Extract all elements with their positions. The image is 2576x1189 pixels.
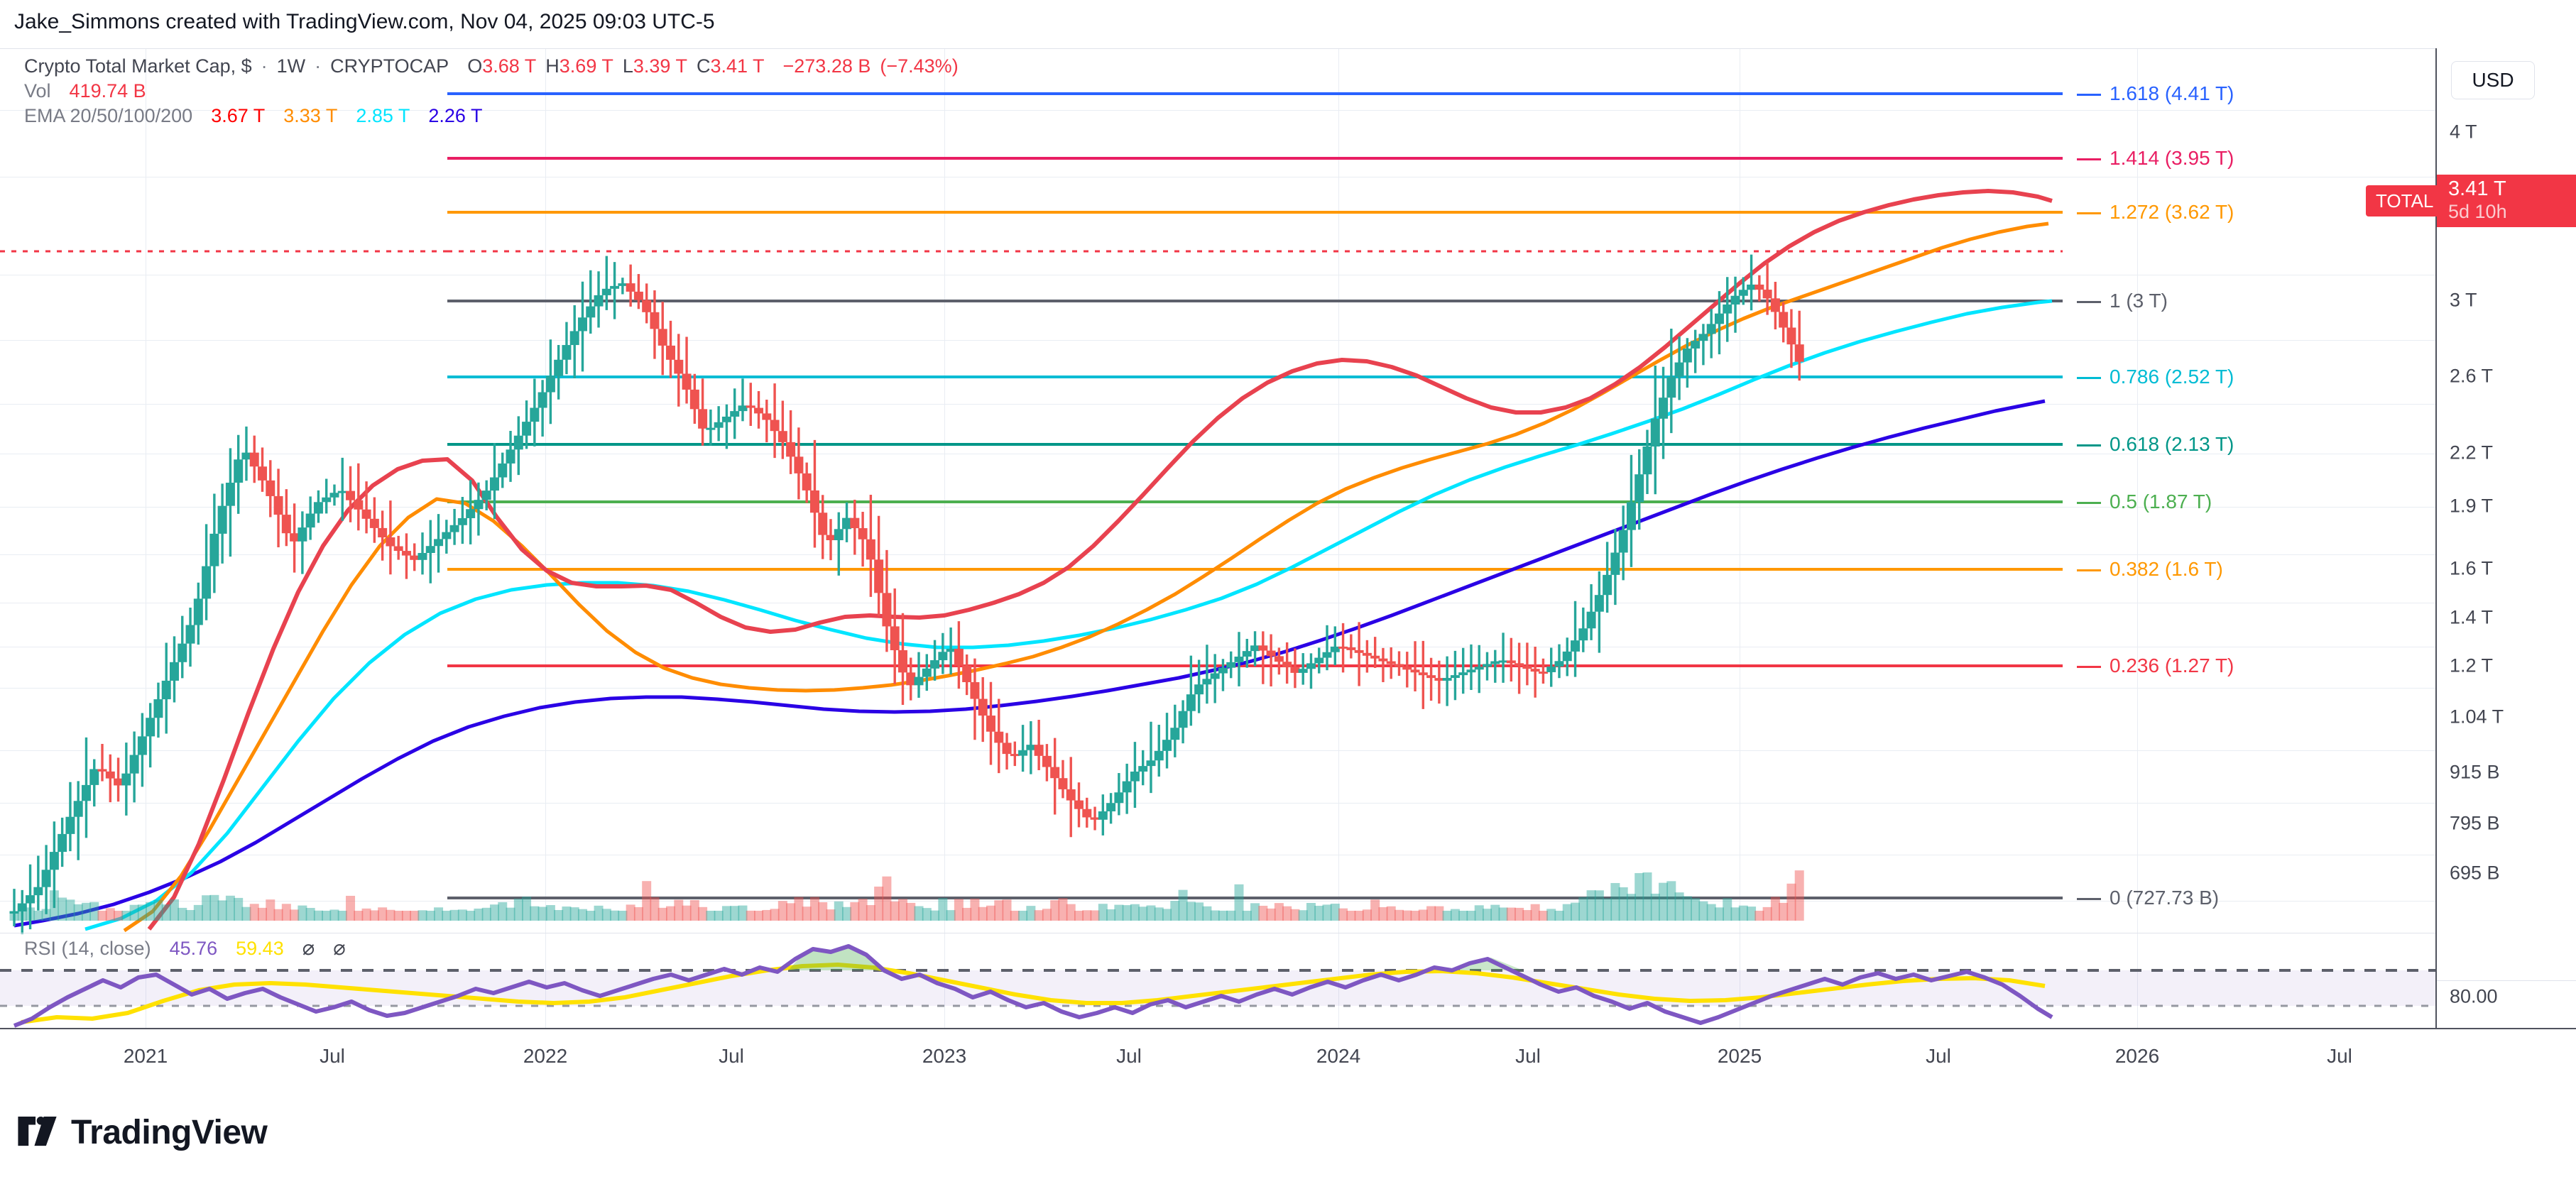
legend-ema50-value: 3.33 T — [283, 105, 338, 126]
price-tick-795b: 795 B — [2450, 812, 2500, 834]
legend-ema20-value: 3.67 T — [211, 105, 266, 126]
fib-label-0382: 0.382 (1.6 T) — [2077, 558, 2223, 581]
time-tick-2023: 2023 — [922, 1045, 967, 1067]
price-tick-695b: 695 B — [2450, 862, 2500, 884]
legend-exchange: CRYPTOCAP — [330, 55, 449, 77]
time-tick-2024: 2024 — [1316, 1045, 1361, 1067]
price-tick-19t: 1.9 T — [2450, 495, 2494, 517]
legend-volume-value: 419.74 B — [69, 80, 146, 102]
price-tick-104t: 1.04 T — [2450, 706, 2504, 728]
fib-label-1618: 1.618 (4.41 T) — [2077, 82, 2234, 105]
tradingview-logo[interactable]: TradingView — [17, 1113, 268, 1152]
time-tick-jul-2: Jul — [719, 1045, 744, 1067]
legend-high-label: H — [545, 55, 560, 77]
rsi-pane[interactable] — [0, 933, 2435, 1029]
price-pane[interactable]: 1.618 (4.41 T) 1.414 (3.95 T) 1.272 (3.6… — [0, 49, 2435, 934]
legend-ema100-value: 2.85 T — [356, 105, 410, 126]
fib-label-0786: 0.786 (2.52 T) — [2077, 366, 2234, 388]
rsi-legend[interactable]: RSI (14, close) 45.76 59.43 ⌀ ⌀ — [24, 936, 346, 960]
tradingview-wordmark: TradingView — [71, 1114, 268, 1151]
legend-symbol-name[interactable]: Crypto Total Market Cap, $ — [24, 55, 252, 77]
legend-close-value: 3.41 T — [710, 55, 765, 77]
legend-ema-label: EMA 20/50/100/200 — [24, 105, 193, 126]
fib-label-0618: 0.618 (2.13 T) — [2077, 433, 2234, 456]
fib-label-1414: 1.414 (3.95 T) — [2077, 147, 2234, 170]
rsi-plot — [0, 944, 2435, 1028]
fib-label-0236: 0.236 (1.27 T) — [2077, 654, 2234, 677]
price-tick-3t: 3 T — [2450, 289, 2477, 311]
time-axis[interactable]: 2021 Jul 2022 Jul 2023 Jul 2024 Jul 2025… — [0, 1028, 2576, 1083]
fib-label-1272: 1.272 (3.62 T) — [2077, 201, 2234, 224]
current-price-value: 3.41 T — [2448, 177, 2506, 200]
price-tick-915b: 915 B — [2450, 761, 2500, 783]
legend-row-volume[interactable]: Vol 419.74 B — [24, 79, 959, 104]
legend-high-value: 3.69 T — [559, 55, 613, 77]
fib-label-0: 0 (727.73 B) — [2077, 887, 2219, 909]
candlestick-series — [9, 254, 1804, 934]
time-tick-2021: 2021 — [123, 1045, 168, 1067]
legend-change-abs: −273.28 B — [782, 55, 871, 77]
attribution-text: Jake_Simmons created with TradingView.co… — [14, 10, 715, 33]
currency-chip[interactable]: USD — [2451, 61, 2535, 99]
time-tick-jul-4: Jul — [1515, 1045, 1541, 1067]
current-price-badge[interactable]: 3.41 T 5d 10h — [2437, 175, 2576, 227]
legend-row-ema[interactable]: EMA 20/50/100/200 3.67 T 3.33 T 2.85 T 2.26 … — [24, 104, 959, 128]
bar-countdown: 5d 10h — [2448, 201, 2507, 222]
legend-low-label: L — [622, 55, 633, 77]
price-tick-22t: 2.2 T — [2450, 442, 2494, 464]
legend-low-value: 3.39 T — [633, 55, 687, 77]
legend-open-label: O — [467, 55, 483, 77]
time-tick-jul-5: Jul — [1926, 1045, 1951, 1067]
time-tick-2025: 2025 — [1717, 1045, 1762, 1067]
time-tick-jul-1: Jul — [320, 1045, 345, 1067]
legend-sep-2: · — [315, 55, 322, 77]
rsi-legend-label: RSI (14, close) — [24, 938, 151, 959]
fib-label-1: 1 (3 T) — [2077, 290, 2168, 312]
time-tick-jul-3: Jul — [1116, 1045, 1142, 1067]
legend-volume-label: Vol — [24, 80, 51, 102]
rsi-legend-nil-2: ⌀ — [333, 937, 346, 960]
legend-row-symbol[interactable]: Crypto Total Market Cap, $ · 1W · CRYPTOCAP O… — [24, 54, 959, 79]
tradingview-mark-icon — [18, 1116, 57, 1146]
legend-open-value: 3.68 T — [482, 55, 537, 77]
price-plot — [0, 92, 2063, 933]
price-tick-12t: 1.2 T — [2450, 654, 2494, 676]
legend-close-label: C — [696, 55, 711, 77]
rsi-legend-value: 45.76 — [169, 938, 218, 959]
legend-change-pct: (−7.43%) — [880, 55, 959, 77]
total-symbol-tag[interactable]: TOTAL — [2366, 185, 2444, 217]
time-tick-2026: 2026 — [2114, 1045, 2160, 1067]
price-tick-26t: 2.6 T — [2450, 365, 2494, 387]
rsi-legend-nil-1: ⌀ — [302, 937, 315, 960]
legend-ema200-value: 2.26 T — [428, 105, 483, 126]
legend-interval[interactable]: 1W — [276, 55, 306, 77]
fib-label-05: 0.5 (1.87 T) — [2077, 491, 2212, 513]
price-axis[interactable]: USD 4 T 3 T 2.6 T 2.2 T 1.9 T 1.6 T 1.4 … — [2435, 48, 2576, 1061]
rsi-legend-ma-value: 59.43 — [236, 938, 284, 959]
volume-series — [9, 870, 1804, 921]
chart-canvas[interactable]: 1.618 (4.41 T) 1.414 (3.95 T) 1.272 (3.6… — [0, 48, 2435, 1029]
price-tick-14t: 1.4 T — [2450, 606, 2494, 628]
rsi-tick-80: 80.00 — [2450, 985, 2498, 1007]
price-tick-16t: 1.6 T — [2450, 557, 2494, 579]
price-tick-4t: 4 T — [2450, 121, 2477, 143]
time-tick-jul-6: Jul — [2327, 1045, 2352, 1067]
chart-legend: Crypto Total Market Cap, $ · 1W · CRYPTOCAP O… — [24, 54, 959, 128]
legend-sep-1: · — [261, 55, 268, 77]
time-tick-2022: 2022 — [523, 1045, 568, 1067]
